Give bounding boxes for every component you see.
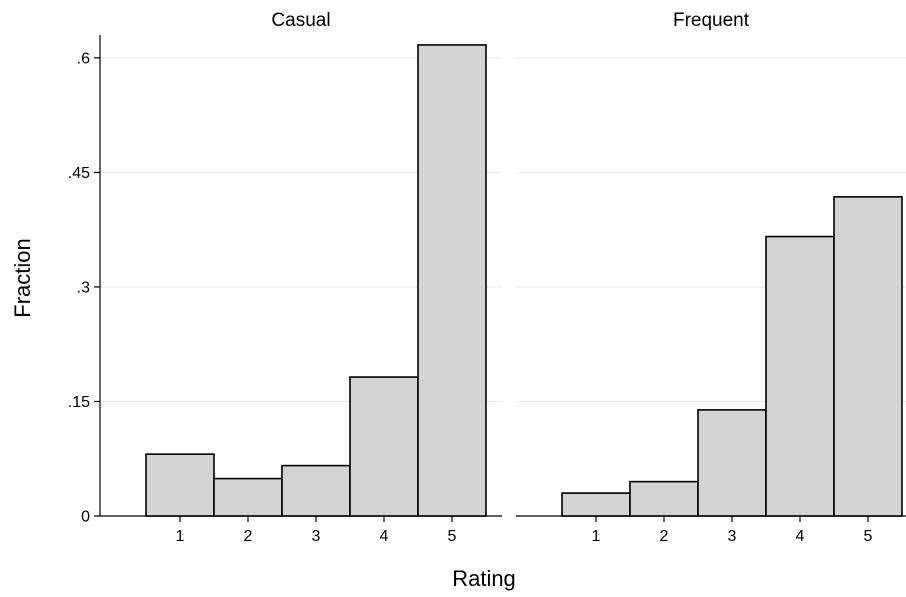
x-tick-label-1-5: 5 — [448, 528, 457, 545]
bar-casual-4 — [349, 376, 419, 517]
bar-frequent-5 — [833, 196, 903, 517]
x-tick-label-1-2: 2 — [244, 528, 253, 545]
x-tick-label-2-3: 3 — [728, 528, 737, 545]
bar-frequent-4 — [765, 235, 835, 517]
x-tick-label-1-4: 4 — [380, 528, 389, 545]
x-tick-label-1-3: 3 — [312, 528, 321, 545]
x-tick-label-2-2: 2 — [660, 528, 669, 545]
x-axis-title: Rating — [452, 566, 516, 591]
y-tick-label-1: .15 — [68, 394, 90, 411]
y-tick-label-2: .3 — [77, 279, 90, 296]
y-tick-label-4: .6 — [77, 50, 90, 67]
y-axis-title: Fraction — [10, 238, 35, 317]
x-tick-label-2-5: 5 — [864, 528, 873, 545]
y-tick-label-3: .45 — [68, 165, 90, 182]
panel-title-frequent: Frequent — [673, 10, 750, 31]
x-tick-label-1-1: 1 — [176, 528, 185, 545]
bar-casual-3 — [281, 464, 351, 517]
bar-frequent-2 — [629, 480, 699, 517]
bar-frequent-1 — [561, 492, 631, 517]
bar-casual-5 — [417, 44, 487, 517]
x-tick-label-2-1: 1 — [592, 528, 601, 545]
bar-frequent-3 — [697, 409, 767, 517]
bar-casual-2 — [213, 477, 283, 517]
y-tick-label-0: 0 — [81, 509, 90, 526]
panel-title-casual: Casual — [271, 10, 330, 31]
bar-casual-1 — [145, 453, 215, 517]
x-tick-label-2-4: 4 — [796, 528, 805, 545]
